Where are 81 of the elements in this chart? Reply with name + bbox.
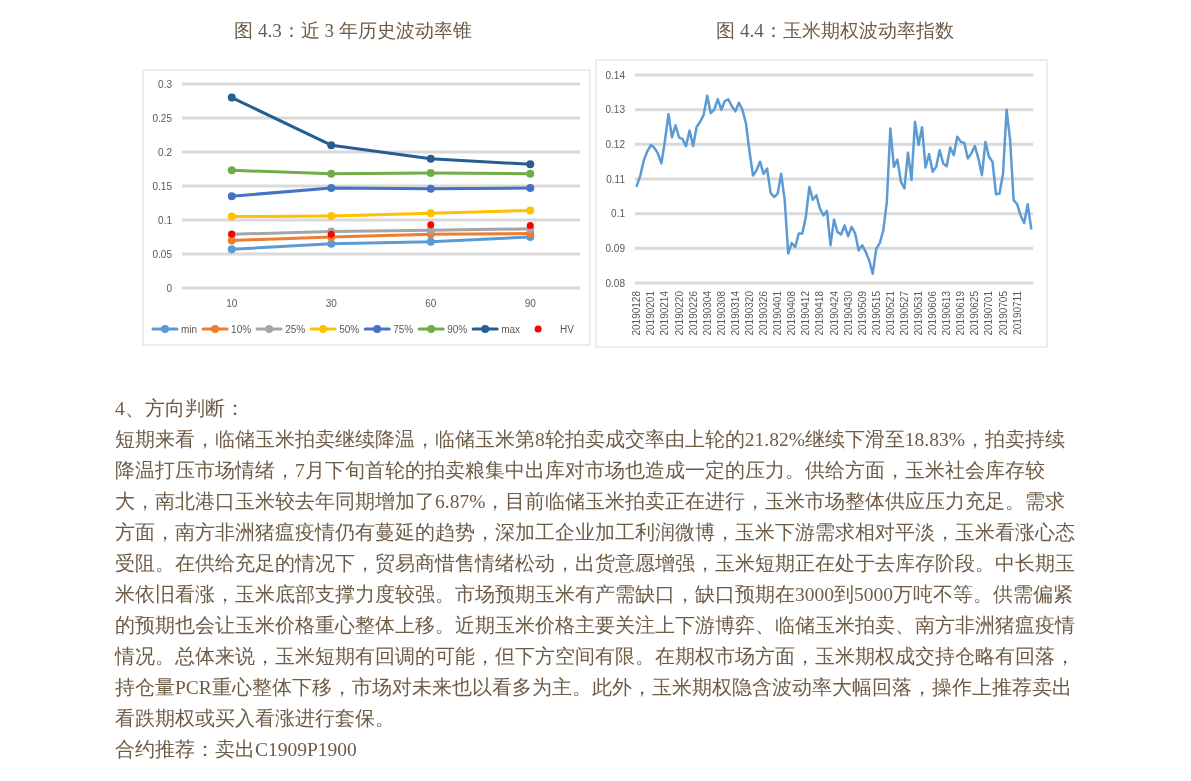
x-tick-label: 10 <box>226 298 238 309</box>
x-tick-label: 20190515 <box>870 290 882 336</box>
point <box>426 184 435 193</box>
point <box>227 245 236 254</box>
x-tick-label: 20190424 <box>828 290 840 336</box>
point <box>427 221 435 229</box>
y-tick-label: 0 <box>166 282 173 294</box>
point <box>426 237 435 246</box>
legend-label: 50% <box>339 323 360 335</box>
y-tick-label: 0.14 <box>605 69 626 81</box>
x-tick-label: 20190418 <box>814 290 826 336</box>
x-tick-label: 20190701 <box>983 290 995 336</box>
point <box>426 209 435 218</box>
legend-label: max <box>501 323 521 335</box>
text: 4、方向判断： <box>115 397 246 421</box>
point <box>526 160 535 169</box>
point <box>526 169 535 178</box>
x-tick-label: 30 <box>325 298 338 309</box>
y-tick-label: 0.15 <box>152 180 173 192</box>
point <box>227 166 236 175</box>
y-tick-label: 0.09 <box>605 242 626 254</box>
legend-label: 25% <box>285 323 306 335</box>
text: 合约推荐：卖出C1909P1900 <box>115 738 358 762</box>
x-tick-label: 20190412 <box>800 290 812 336</box>
legend-label: min <box>180 323 198 335</box>
y-tick-label: 0.08 <box>605 277 626 289</box>
y-tick-label: 0.13 <box>605 104 626 116</box>
point <box>526 206 535 215</box>
legend-label: 10% <box>231 323 252 335</box>
point <box>327 211 336 220</box>
y-tick-label: 0.25 <box>152 112 173 124</box>
chart-title: 图 4.4：玉米期权波动率指数 <box>716 20 954 41</box>
x-tick-label: 20190430 <box>842 290 854 336</box>
y-tick-label: 0.1 <box>611 208 626 220</box>
point <box>526 221 534 229</box>
x-tick-label: 20190214 <box>659 290 671 336</box>
x-tick-label: 20190606 <box>927 290 939 336</box>
point <box>526 184 535 193</box>
point <box>327 169 336 178</box>
legend-label: HV <box>560 323 575 335</box>
legend-label: 75% <box>393 323 414 335</box>
y-tick-label: 0.11 <box>606 173 626 185</box>
x-tick-label: 20190408 <box>786 290 798 336</box>
x-tick-label: 20190509 <box>856 290 868 336</box>
x-tick-label: 20190711 <box>1011 290 1023 335</box>
x-tick-label: 20190705 <box>997 290 1009 336</box>
y-tick-label: 0.12 <box>605 138 626 150</box>
chart-title: 图 4.3：近 3 年历史波动率锥 <box>234 20 472 41</box>
y-tick-label: 0.3 <box>158 78 173 90</box>
point <box>327 141 336 150</box>
x-tick-label: 20190613 <box>941 290 953 336</box>
x-tick-label: 20190326 <box>758 290 770 336</box>
point <box>327 239 336 248</box>
text: 短期来看，临储玉米拍卖继续降温，临储玉米第8轮拍卖成交率由上轮的21.82%继续下滑至18.83%，拍卖持续降温打压市场情绪，7月下旬首轮的拍卖粮集中出库对市场也造成一定的压力。供给方面，玉米社会库存较大，南北港口玉米较去年同期增加了6.87%，目前临储玉米拍卖正在进行，玉米市场整体供应压力充足。需求方面，南方非洲猪瘟疫情仍有蔓延的趋势，深加工企业加工利润微博，玉米下游需求相对平淡，玉米看涨心态受阻。在供给充足的情况下，贸易商惜售情绪松动，出货意愿增强，玉米短期正在处于去库存阶段。中长期玉米依旧看涨，玉米底部支撑力度较强。市场预期玉米有产需缺口，缺口预期在3000到5000万吨不等。供需偏紧的预期也会让玉米价格重心整体上移。近期玉米价格主要关注上下游博弈、临储玉米拍卖、南方非洲猪瘟疫情情况。总体来说，玉米短期有回调的可能，但下方空间有限。在期权市场方面，玉米期权成交持仓略有回落，持仓量PCR重心整体下移，市场对未来也以看多为主。此外，玉米期权隐含波动率大幅回落，操作上推荐卖出看跌期权或买入看涨进行套保。 <box>115 429 1075 729</box>
x-tick-label: 20190320 <box>743 290 755 336</box>
x-tick-label: 20190308 <box>715 290 727 336</box>
y-tick-label: 0.05 <box>152 248 173 260</box>
x-tick-label: 20190304 <box>701 290 713 336</box>
x-tick-label: 20190128 <box>631 290 643 336</box>
x-tick-label: 20190220 <box>673 290 685 336</box>
x-tick-label: 20190619 <box>955 290 967 336</box>
point <box>426 154 435 163</box>
point <box>227 212 236 221</box>
x-tick-label: 20190314 <box>729 290 741 336</box>
y-tick-label: 0.2 <box>158 146 173 158</box>
point <box>227 93 236 102</box>
x-tick-label: 20190527 <box>898 290 910 336</box>
point <box>227 192 236 201</box>
x-tick-label: 20190531 <box>913 290 925 336</box>
x-tick-label: 20190521 <box>884 290 896 336</box>
x-tick-label: 20190625 <box>969 290 981 336</box>
legend-label: 90% <box>447 323 468 335</box>
x-tick-label: 20190401 <box>772 290 784 336</box>
line-series <box>635 94 1033 275</box>
y-tick-label: 0.1 <box>158 214 173 226</box>
x-tick-label: 20190201 <box>645 290 657 336</box>
x-tick-label: 20190226 <box>687 290 699 336</box>
point <box>327 184 336 193</box>
x-tick-label: 90 <box>524 298 537 309</box>
point <box>426 169 435 178</box>
x-tick-label: 60 <box>425 298 437 309</box>
